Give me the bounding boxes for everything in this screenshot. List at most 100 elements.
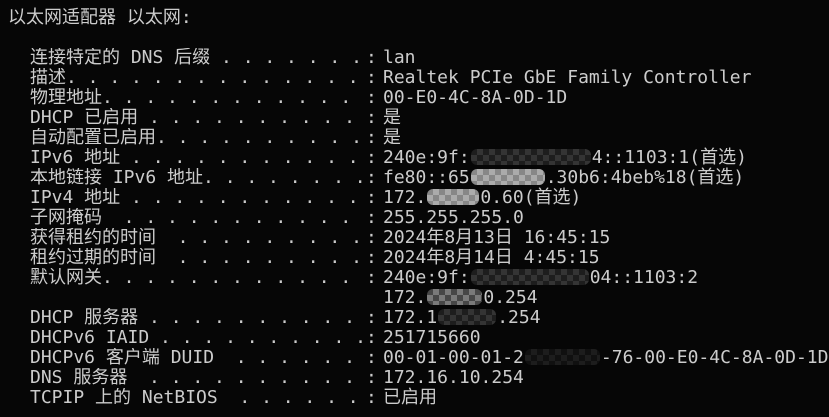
field-value: 240e:9f: [383,267,470,288]
dot-leader: . . . . . . . . . . . . [149,108,366,128]
blank-line [8,28,829,48]
dot-leader: . . . . . . . . . . . [138,308,366,328]
colon-separator: : [366,127,377,148]
dot-leader: . . . . . . . . [203,168,366,188]
colon-separator: : [366,347,377,368]
redacted-block [427,289,483,305]
field-value: -76-00-E0-4C-8A-0D-1D [600,347,829,368]
redacted-block [438,309,497,325]
dot-leader: . . . . . . . [210,48,362,68]
field-value: 0.60(首选) [480,187,582,208]
row-dns-servers: DNS 服务器 . . . . . . . . . . .: 172.16.10.… [8,368,829,388]
field-label-cell: 默认网关. . . . . . . . . . . . . [30,268,366,288]
field-value: 00-01-00-01-2 [383,347,524,368]
field-label-cell: IPv6 地址 . . . . . . . . . . . . [30,148,366,168]
field-label-cell: 获得租约的时间 . . . . . . . . . [30,228,366,248]
row-physical-address: 物理地址. . . . . . . . . . . . .: 00-E0-4C-8… [8,88,829,108]
field-value: 251715660 [383,327,481,348]
field-value: 已启用 [383,387,437,408]
field-value: 172. [383,187,427,208]
field-label-cell: 连接特定的 DNS 后缀 . . . . . . . [30,48,366,68]
field-value: 00-E0-4C-8A-0D-1D [383,87,568,108]
colon-separator: : [366,387,377,408]
colon-separator: : [366,307,377,328]
field-label: 连接特定的 DNS 后缀 [30,48,211,68]
field-value: Realtek PCIe GbE Family Controller [383,67,752,88]
colon-separator: : [366,67,377,88]
field-value: 172. [383,287,427,308]
colon-separator: : [366,267,377,288]
colon-separator: : [366,327,377,348]
colon-separator: : [366,87,377,108]
field-label: IPv4 地址 [30,188,121,208]
dot-leader: . . . . . . . . . . [156,128,362,148]
row-link-local-ipv6: 本地链接 IPv6 地址. . . . . . . .: fe80::65 .30b… [8,168,829,188]
field-label-cell: 描述. . . . . . . . . . . . . . . [30,68,366,88]
row-dhcpv6-iaid: DHCPv6 IAID . . . . . . . . . . .: 251715… [8,328,829,348]
field-value: .254 [497,307,541,328]
field-label: 本地链接 IPv6 地址 [30,168,204,188]
field-value: 255.255.255.0 [383,207,524,228]
row-ipv6-address: IPv6 地址 . . . . . . . . . . . .: 240e:9f:… [8,148,829,168]
row-lease-expires: 租约过期的时间 . . . . . . . . .:2024年8月14日 4:4… [8,248,829,268]
field-value: 240e:9f: [383,147,470,168]
row-lease-obtained: 获得租约的时间 . . . . . . . . .:2024年8月13日 16:… [8,228,829,248]
colon-separator: : [366,247,377,268]
dot-leader: . . . . . . . . . [156,228,362,248]
colon-separator: : [366,107,377,128]
dot-leader: . . . . . . . . . . . . [120,188,366,208]
field-label: DHCP 已启用 [30,108,139,128]
field-label-cell: 本地链接 IPv6 地址. . . . . . . . [30,168,366,188]
field-value: 2024年8月14日 4:45:15 [383,247,600,268]
field-value: 是 [383,127,401,148]
dot-leader: . . . . . . . . . . . . . [102,268,366,288]
field-label: 描述 [30,68,66,88]
redacted-block [470,169,545,185]
row-dhcpv6-duid: DHCPv6 客户端 DUID . . . . . . .: 00-01-00-0… [8,348,829,368]
dot-leader: . . . . . . . [217,388,366,408]
field-label-cell: 租约过期的时间 . . . . . . . . . [30,248,366,268]
field-label-cell: DHCPv6 IAID . . . . . . . . . . . [30,328,366,348]
field-label: DHCPv6 客户端 DUID [30,348,215,368]
field-label: 默认网关 [30,268,102,288]
colon-separator: : [366,187,377,208]
field-label-cell: DHCPv6 客户端 DUID . . . . . . . [30,348,366,368]
dot-leader: . . . . . . . . . . . [127,368,366,388]
row-ipv4-address: IPv4 地址 . . . . . . . . . . . .: 172. 0.60… [8,188,829,208]
dot-leader: . . . . . . . . . . . . . [102,88,366,108]
redacted-block [470,149,591,165]
field-value: 172.1 [383,307,438,328]
field-label: IPv6 地址 [30,148,121,168]
field-value: 172.16.10.254 [383,367,524,388]
redacted-block [524,349,600,365]
row-default-gateway-cont: 172. 0.254 [8,288,829,308]
colon-separator: : [366,227,377,248]
field-value: 4::1103:1(首选) [591,147,747,168]
dot-leader: . . . . . . . . . . . . [120,148,366,168]
field-label: 子网掩码 [30,208,102,228]
field-value: 2024年8月13日 16:45:15 [383,227,611,248]
field-label: 获得租约的时间 [30,228,156,248]
field-label-cell: DHCP 已启用 . . . . . . . . . . . . [30,108,366,128]
dot-leader: . . . . . . . [214,348,366,368]
field-label: DHCP 服务器 [30,308,139,328]
field-label-cell: 自动配置已启用. . . . . . . . . . [30,128,366,148]
row-subnet-mask: 子网掩码 . . . . . . . . . . . .: 255.255.255… [8,208,829,228]
redacted-block [427,189,480,205]
colon-separator: : [366,167,377,188]
dot-leader: . . . . . . . . . [156,248,362,268]
row-netbios: TCPIP 上的 NetBIOS . . . . . . .: 已启用 [8,388,829,408]
row-dns-suffix: 连接特定的 DNS 后缀 . . . . . . .: lan [8,48,829,68]
field-label: TCPIP 上的 NetBIOS [30,388,218,408]
field-value: 是 [383,107,401,128]
dot-leader: . . . . . . . . . . . . . . . [66,68,366,88]
field-label-cell: TCPIP 上的 NetBIOS . . . . . . . [30,388,366,408]
field-label-cell: IPv4 地址 . . . . . . . . . . . . [30,188,366,208]
colon-separator: : [366,207,377,228]
field-value: lan [383,47,416,68]
adapter-header: 以太网适配器 以太网: [8,7,192,28]
colon-separator: : [366,367,377,388]
field-label: DNS 服务器 [30,368,128,388]
dot-leader: . . . . . . . . . . . . [102,208,366,228]
